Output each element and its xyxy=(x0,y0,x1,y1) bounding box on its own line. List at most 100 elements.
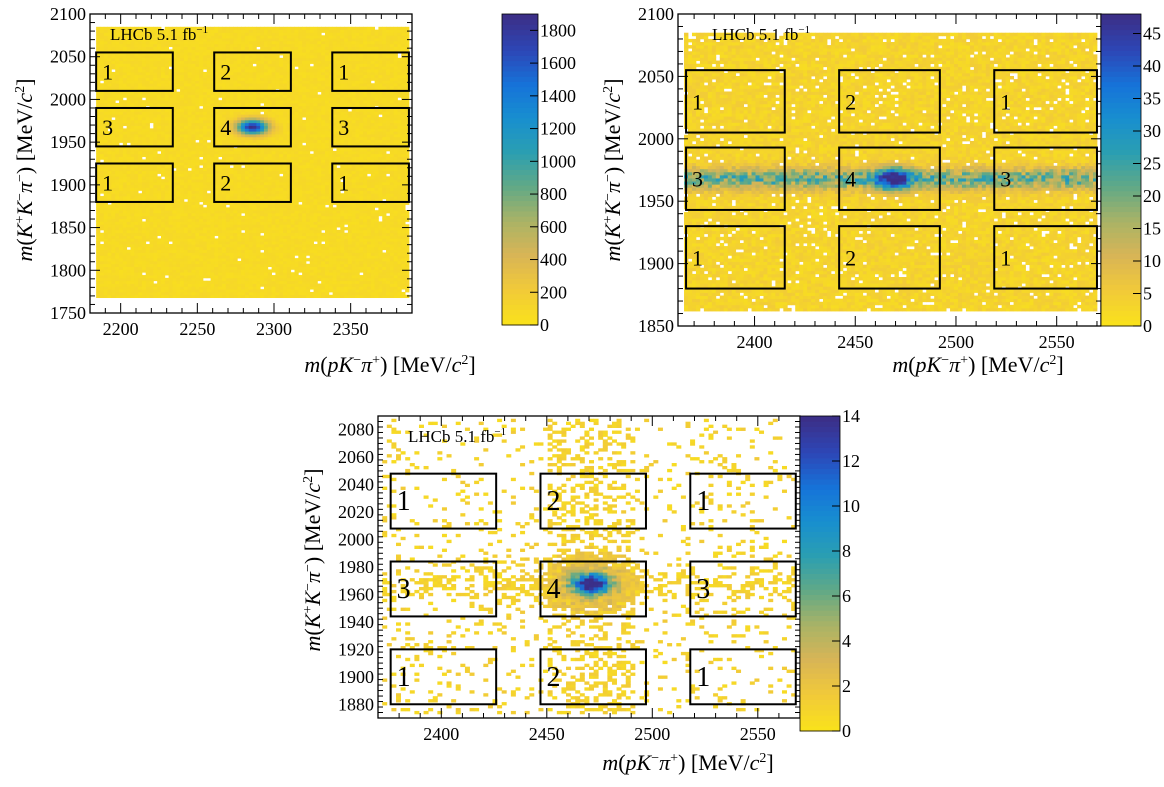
heatmap-cell xyxy=(268,72,272,75)
heatmap-cell xyxy=(279,213,283,216)
heatmap-cell xyxy=(165,159,169,162)
heatmap-cell xyxy=(150,159,154,162)
heatmap-cell xyxy=(264,131,268,134)
heatmap-cell xyxy=(279,32,283,35)
heatmap-cell xyxy=(115,114,119,117)
heatmap-cell xyxy=(249,205,253,208)
heatmap-cell xyxy=(146,176,150,179)
heatmap-cell xyxy=(249,97,253,100)
heatmap-cell xyxy=(115,221,119,224)
heatmap-cell xyxy=(230,41,234,44)
heatmap-cell xyxy=(260,58,264,61)
heatmap-cell xyxy=(260,123,264,126)
heatmap-cell xyxy=(264,66,268,69)
heatmap-cell xyxy=(130,213,134,216)
heatmap-cell xyxy=(115,210,119,213)
heatmap-cell xyxy=(283,32,287,35)
heatmap-cell xyxy=(249,151,253,154)
heatmap-cell xyxy=(272,137,276,140)
heatmap-cell xyxy=(153,157,157,160)
heatmap-cell xyxy=(241,168,245,171)
heatmap-cell xyxy=(96,230,100,233)
heatmap-cell xyxy=(207,117,211,120)
heatmap-cell xyxy=(272,27,276,30)
heatmap-cell xyxy=(138,210,142,213)
heatmap-cell xyxy=(275,80,279,83)
heatmap-cell xyxy=(207,148,211,151)
heatmap-cell xyxy=(256,120,260,123)
heatmap-cell xyxy=(268,66,272,69)
heatmap-cell xyxy=(184,89,188,92)
heatmap-cell xyxy=(291,97,295,100)
heatmap-cell xyxy=(245,196,249,199)
heatmap-cell xyxy=(172,47,176,50)
heatmap-cell xyxy=(108,221,112,224)
heatmap-cell xyxy=(188,233,192,236)
heatmap-cell xyxy=(275,134,279,137)
heatmap-cell xyxy=(146,236,150,239)
heatmap-cell xyxy=(233,258,237,261)
heatmap-cell xyxy=(153,188,157,191)
heatmap-cell xyxy=(291,236,295,239)
heatmap-cell xyxy=(294,83,298,86)
heatmap-cell xyxy=(134,78,138,81)
heatmap-cell xyxy=(115,205,119,208)
heatmap-cell xyxy=(264,137,268,140)
heatmap-cell xyxy=(180,258,184,261)
heatmap-cell xyxy=(108,236,112,239)
heatmap-cell xyxy=(268,100,272,103)
heatmap-cell xyxy=(275,272,279,275)
heatmap-cell xyxy=(180,168,184,171)
heatmap-cell xyxy=(111,103,115,106)
heatmap-cell xyxy=(115,165,119,168)
heatmap-cell xyxy=(253,238,257,241)
heatmap-cell xyxy=(222,230,226,233)
heatmap-cell xyxy=(119,171,123,174)
heatmap-cell xyxy=(279,41,283,44)
heatmap-cell xyxy=(256,32,260,35)
heatmap-cell xyxy=(291,255,295,258)
heatmap-cell xyxy=(233,241,237,244)
heatmap-cell xyxy=(218,281,222,284)
heatmap-cell xyxy=(146,47,150,50)
heatmap-cell xyxy=(146,174,150,177)
heatmap-cell xyxy=(96,205,100,208)
heatmap-cell xyxy=(233,123,237,126)
heatmap-cell xyxy=(226,241,230,244)
heatmap-cell xyxy=(245,247,249,250)
heatmap-cell xyxy=(195,134,199,137)
heatmap-cell xyxy=(241,196,245,199)
heatmap-cell xyxy=(245,286,249,289)
heatmap-cell xyxy=(127,109,131,112)
heatmap-cell xyxy=(260,196,264,199)
heatmap-cell xyxy=(108,230,112,233)
heatmap-cell xyxy=(172,252,176,255)
heatmap-cell xyxy=(233,66,237,69)
heatmap-cell xyxy=(249,286,253,289)
heatmap-cell xyxy=(176,216,180,219)
heatmap-cell xyxy=(192,168,196,171)
heatmap-cell xyxy=(268,114,272,117)
heatmap-cell xyxy=(180,295,184,298)
heatmap-cell xyxy=(260,134,264,137)
heatmap-cell xyxy=(199,196,203,199)
heatmap-cell xyxy=(146,238,150,241)
heatmap-cell xyxy=(115,269,119,272)
heatmap-cell xyxy=(115,176,119,179)
heatmap-cell xyxy=(268,207,272,210)
heatmap-cell xyxy=(249,185,253,188)
heatmap-cell xyxy=(199,224,203,227)
heatmap-cell xyxy=(226,221,230,224)
heatmap-cell xyxy=(249,32,253,35)
heatmap-cell xyxy=(108,267,112,270)
heatmap-cell xyxy=(237,247,241,250)
heatmap-cell xyxy=(253,117,257,120)
heatmap-cell xyxy=(111,151,115,154)
heatmap-cell xyxy=(207,176,211,179)
heatmap-cell xyxy=(291,95,295,98)
heatmap-cell xyxy=(218,219,222,222)
heatmap-cell xyxy=(165,123,169,126)
heatmap-cell xyxy=(96,95,100,98)
heatmap-cell xyxy=(203,137,207,140)
